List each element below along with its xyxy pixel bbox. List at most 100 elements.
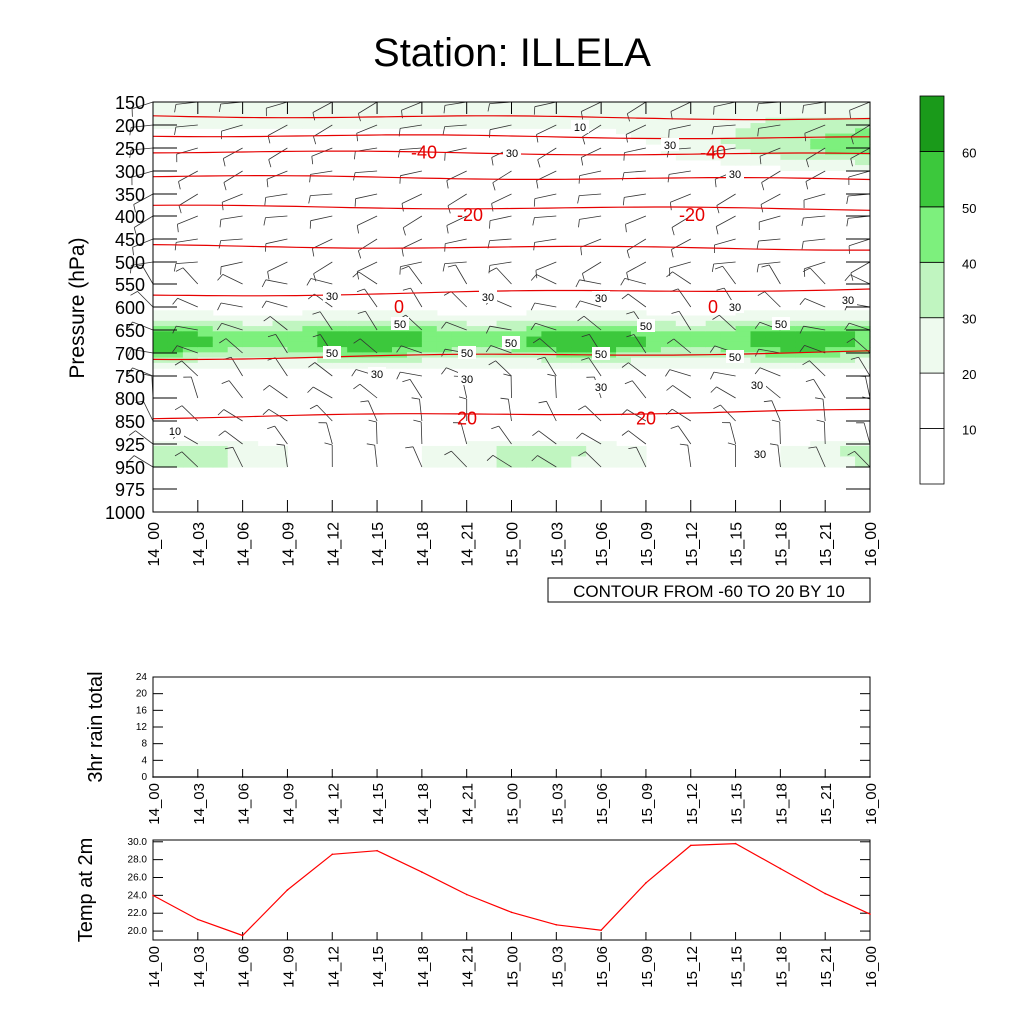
- wind-barb: [307, 386, 333, 399]
- humidity-cell: [197, 362, 214, 369]
- wind-barb: [306, 278, 333, 286]
- wind-barb: [670, 425, 692, 445]
- humidity-cell: [825, 352, 841, 359]
- temperature-contour-label: -20: [679, 205, 705, 225]
- wind-barb: [356, 215, 378, 234]
- humidity-cell: [735, 310, 752, 317]
- humidity-cell: [810, 341, 826, 348]
- humidity-cell: [855, 315, 871, 322]
- humidity-cell: [421, 347, 438, 353]
- humidity-cell: [675, 331, 692, 338]
- humidity-cell: [347, 362, 363, 369]
- humidity-cell: [690, 336, 707, 343]
- humidity-cell: [511, 362, 528, 369]
- humidity-cell: [421, 336, 438, 343]
- humidity-cell: [601, 102, 617, 108]
- data-point: [376, 776, 378, 778]
- humidity-cell: [541, 352, 557, 359]
- humidity-cell: [347, 107, 363, 114]
- humidity-cell: [720, 149, 737, 156]
- humidity-cell: [631, 331, 647, 338]
- humidity-cell: [392, 357, 408, 364]
- humidity-cell: [377, 123, 393, 129]
- humidity-cell: [451, 357, 468, 364]
- humidity-cell: [631, 456, 647, 468]
- humidity-cell: [840, 123, 856, 129]
- humidity-cell: [451, 331, 468, 338]
- data-point: [331, 853, 334, 856]
- temperature-contour-line: [152, 174, 871, 181]
- humidity-cell: [601, 310, 617, 317]
- humidity-cell: [317, 310, 333, 317]
- humidity-cell: [242, 352, 259, 359]
- pressure-tick-label: 350: [115, 185, 145, 205]
- humidity-contour-label: 30: [461, 374, 473, 386]
- humidity-cell: [660, 112, 677, 119]
- humidity-cell: [855, 341, 871, 348]
- humidity-cell: [616, 117, 632, 124]
- x-tick-label: 15_12: [684, 783, 701, 825]
- wind-barb: [492, 170, 512, 191]
- humidity-cell: [541, 347, 557, 353]
- humidity-cell: [840, 341, 856, 348]
- humidity-cell: [750, 352, 767, 359]
- humidity-cell: [735, 320, 752, 327]
- humidity-cell: [795, 456, 811, 468]
- humidity-cell: [332, 336, 348, 343]
- humidity-contour-label: 30: [482, 292, 494, 304]
- humidity-cell: [840, 138, 856, 145]
- humidity-cell: [362, 310, 378, 317]
- humidity-cell: [227, 336, 244, 343]
- wind-barb: [312, 101, 333, 121]
- humidity-label-bg: [391, 317, 409, 330]
- wind-barb: [127, 367, 154, 377]
- humidity-cell: [601, 336, 617, 343]
- x-tick-label: 15_09: [639, 946, 656, 988]
- y-tick-label: 4: [141, 755, 147, 766]
- humidity-label-bg: [726, 350, 744, 363]
- x-tick-label: 14_12: [325, 946, 342, 988]
- humidity-cell: [167, 347, 184, 353]
- humidity-cell: [302, 102, 318, 108]
- humidity-contour-label: 50: [729, 352, 741, 364]
- x-tick-label: 14_15: [370, 946, 387, 988]
- humidity-contour-label: 30: [595, 293, 607, 305]
- wind-barb: [712, 147, 736, 160]
- humidity-cell: [765, 133, 781, 140]
- humidity-cell: [257, 456, 274, 468]
- humidity-cell: [182, 456, 199, 468]
- temperature-contour-label: 20: [636, 408, 656, 428]
- humidity-cell: [481, 341, 498, 348]
- humidity-cell: [451, 326, 468, 332]
- humidity-cell: [272, 336, 289, 343]
- humidity-cell: [735, 112, 752, 119]
- humidity-cell: [645, 117, 662, 124]
- humidity-cell: [197, 456, 214, 468]
- data-point: [152, 776, 154, 778]
- humidity-cell: [675, 336, 692, 343]
- humidity-cell: [347, 310, 363, 317]
- humidity-cell: [287, 102, 303, 108]
- humidity-cell: [675, 117, 692, 124]
- humidity-cell: [496, 117, 513, 124]
- humidity-cell: [690, 320, 707, 327]
- humidity-cell: [526, 326, 542, 332]
- humidity-cell: [735, 149, 752, 156]
- humidity-cell: [840, 336, 856, 343]
- humidity-cell: [586, 331, 602, 338]
- humidity-cell: [197, 112, 214, 119]
- humidity-cell: [481, 336, 498, 343]
- wind-barb: [130, 261, 154, 274]
- humidity-cell: [451, 341, 468, 348]
- humidity-cell: [750, 138, 767, 145]
- humidity-cell: [810, 320, 826, 327]
- humidity-cell: [765, 107, 781, 114]
- x-tick-label: 14_12: [325, 783, 342, 825]
- wind-barb: [447, 193, 467, 214]
- humidity-cell: [272, 445, 289, 458]
- time-tick-label: 15_06: [594, 522, 611, 567]
- x-tick-label: 15_03: [549, 946, 566, 988]
- wind-barb: [537, 356, 557, 377]
- humidity-cell: [795, 320, 811, 327]
